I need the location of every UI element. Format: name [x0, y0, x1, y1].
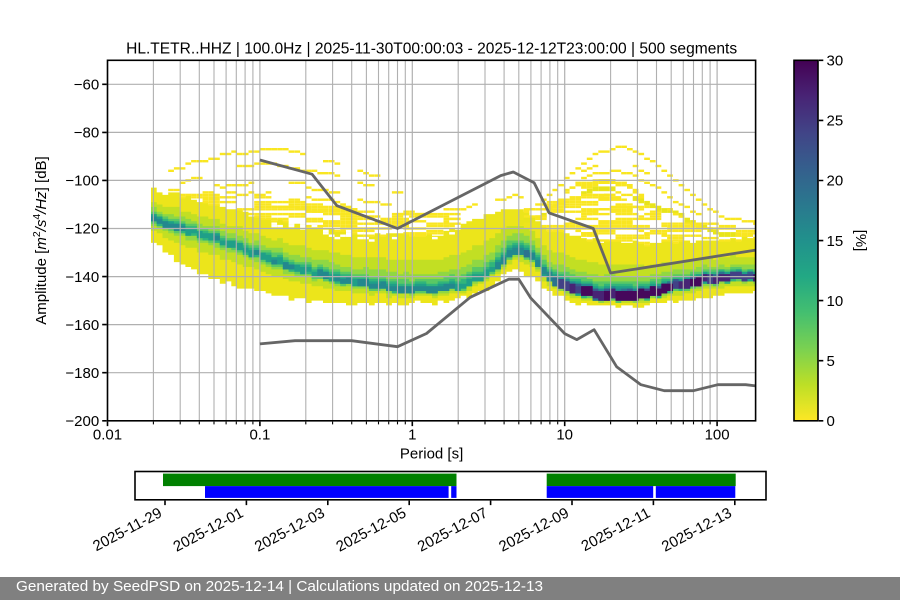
svg-text:0.1: 0.1 [249, 426, 270, 443]
svg-text:[%]: [%] [852, 230, 869, 252]
svg-text:−80: −80 [74, 125, 99, 142]
svg-text:15: 15 [827, 233, 844, 250]
svg-text:−100: −100 [65, 173, 99, 190]
svg-text:−140: −140 [65, 269, 99, 286]
svg-text:5: 5 [827, 353, 835, 370]
svg-text:0: 0 [827, 413, 835, 430]
svg-text:10: 10 [827, 293, 844, 310]
svg-text:−120: −120 [65, 221, 99, 238]
svg-text:−160: −160 [65, 317, 99, 334]
svg-text:0.01: 0.01 [93, 426, 122, 443]
svg-text:−60: −60 [74, 77, 99, 94]
svg-text:20: 20 [827, 173, 844, 190]
svg-text:30: 30 [827, 53, 844, 70]
svg-text:HL.TETR..HHZ | 100.0Hz | 2025-: HL.TETR..HHZ | 100.0Hz | 2025-11-30T00:0… [126, 41, 737, 58]
svg-text:10: 10 [556, 426, 573, 443]
svg-text:Generated by SeedPSD on 2025-1: Generated by SeedPSD on 2025-12-14 | Cal… [16, 578, 543, 595]
svg-text:−180: −180 [65, 365, 99, 382]
svg-text:1: 1 [408, 426, 416, 443]
svg-text:Period [s]: Period [s] [400, 445, 463, 462]
svg-text:100: 100 [705, 426, 730, 443]
svg-text:Amplitude [m2/s4/Hz] [dB]: Amplitude [m2/s4/Hz] [dB] [31, 156, 50, 324]
svg-text:25: 25 [827, 113, 844, 130]
svg-text:−200: −200 [65, 413, 99, 430]
